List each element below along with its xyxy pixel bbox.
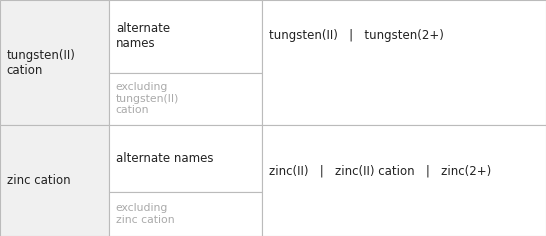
Text: zinc(II)   |   zinc(II) cation   |   zinc(2+): zinc(II) | zinc(II) cation | zinc(2+) <box>269 164 491 178</box>
Text: tungsten(II)
cation: tungsten(II) cation <box>7 49 75 76</box>
Text: excluding
zinc cation: excluding zinc cation <box>116 203 174 225</box>
Text: zinc cation: zinc cation <box>7 174 70 187</box>
Bar <box>262 0 546 125</box>
Bar <box>0 125 109 236</box>
Text: excluding
tungsten(II)
cation: excluding tungsten(II) cation <box>116 82 179 115</box>
Text: alternate names: alternate names <box>116 152 213 165</box>
Bar <box>109 192 262 236</box>
Bar <box>109 0 262 72</box>
Bar <box>0 0 109 125</box>
Text: alternate
names: alternate names <box>116 22 170 50</box>
Bar <box>109 125 262 192</box>
Bar <box>262 125 546 236</box>
Bar <box>109 72 262 125</box>
Text: tungsten(II)   |   tungsten(2+): tungsten(II) | tungsten(2+) <box>269 29 443 42</box>
